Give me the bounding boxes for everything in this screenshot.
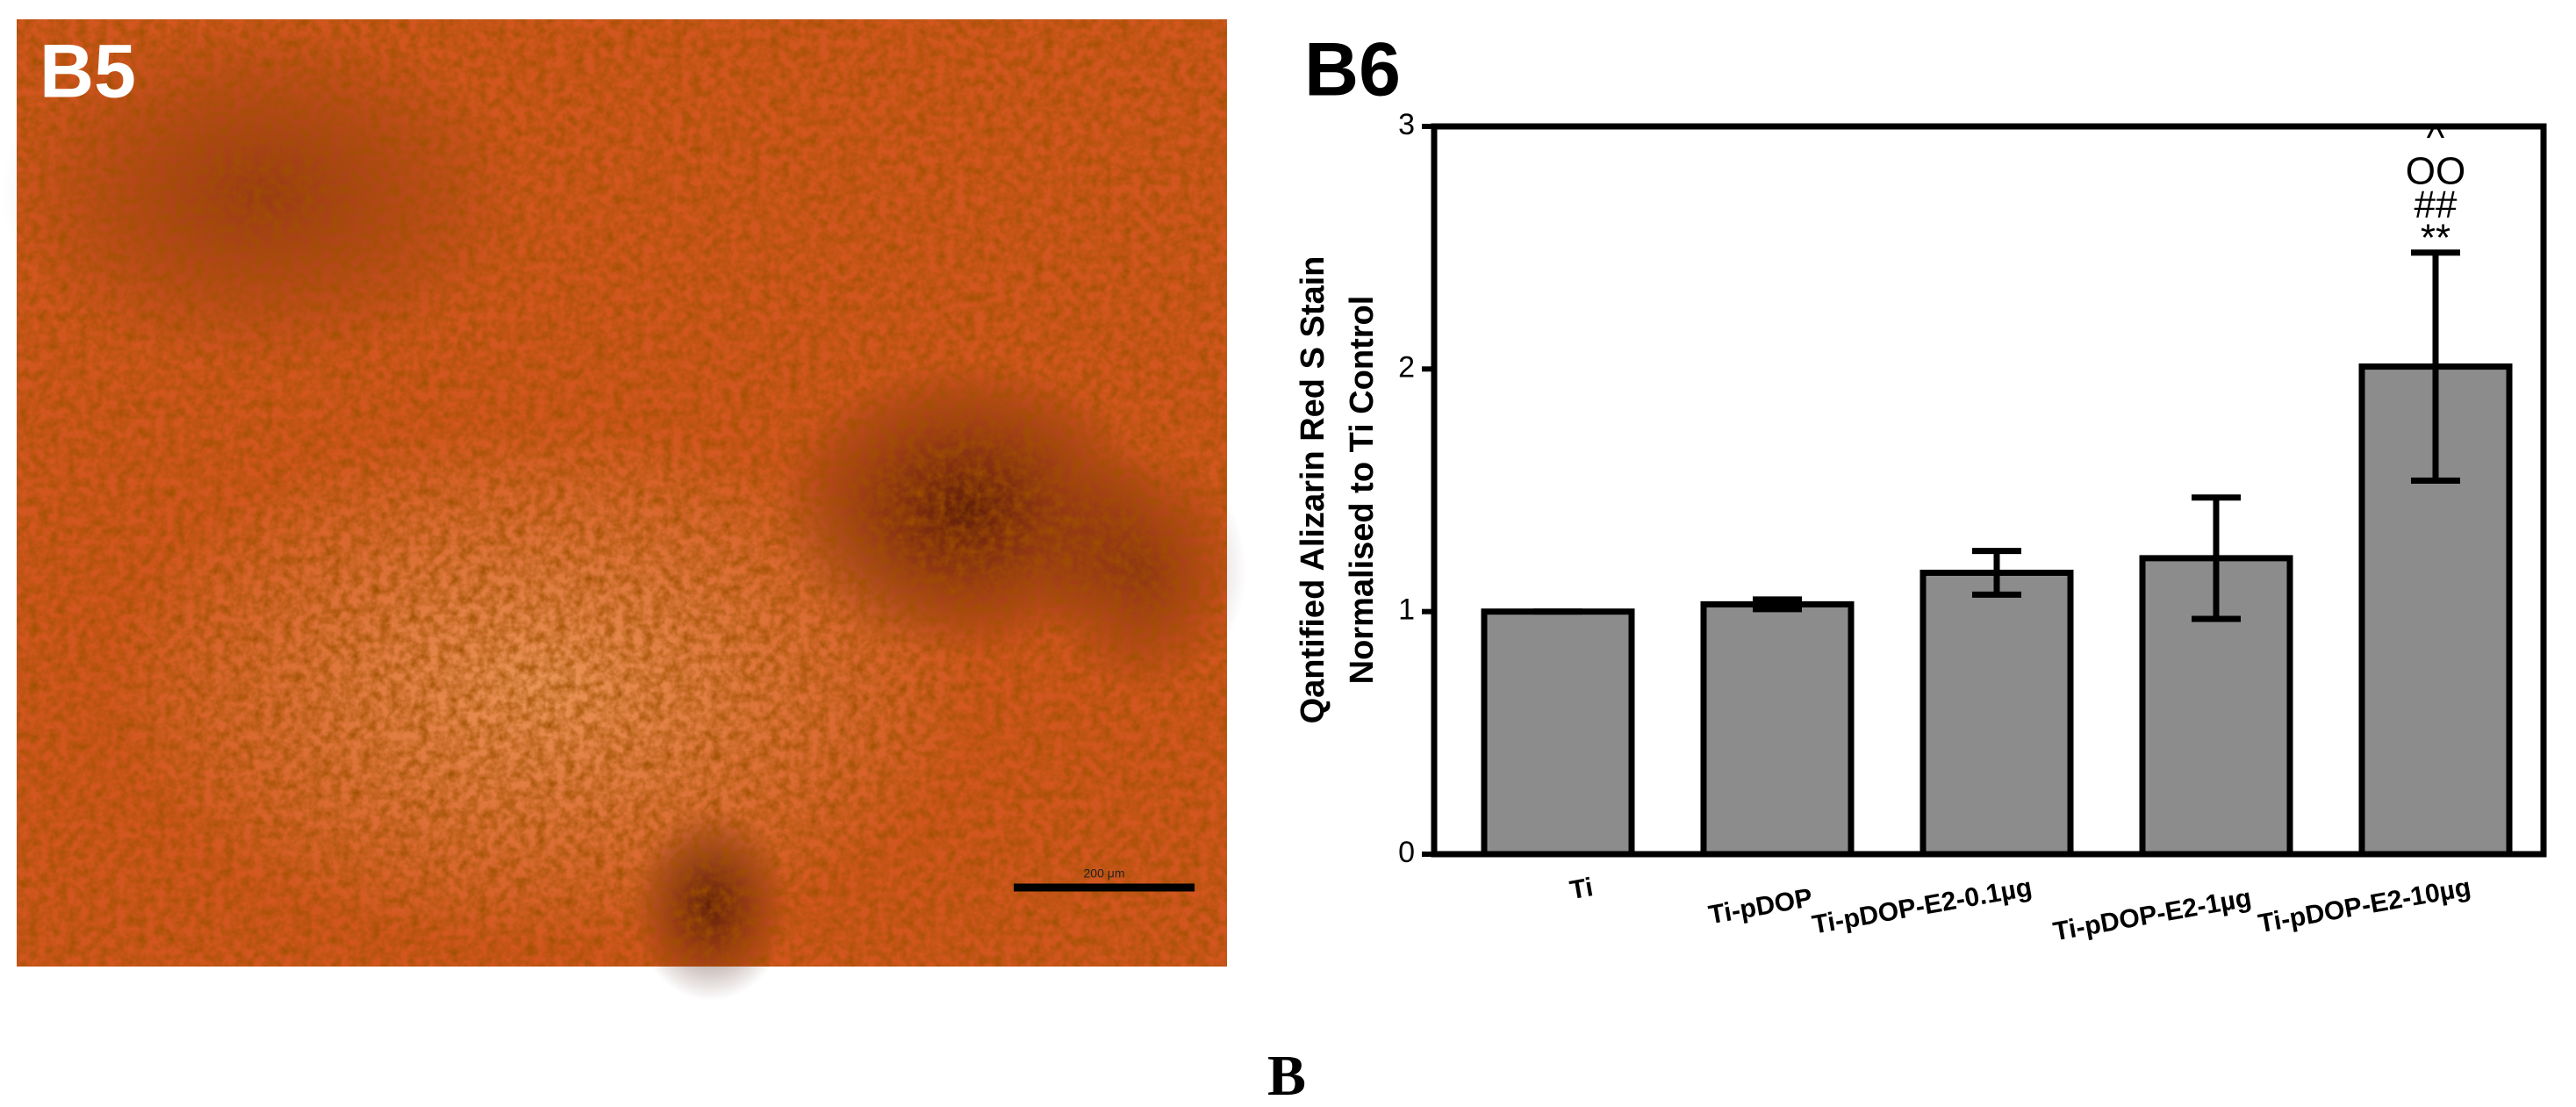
- bar: [1919, 569, 2074, 858]
- y-tick-label: 3: [1398, 108, 1415, 141]
- chart: Qantified Alizarin Red S Stain Normalised…: [1295, 108, 2547, 946]
- error-bar: [2411, 249, 2460, 484]
- y-tick-label: 1: [1398, 593, 1415, 627]
- y-tick-label: 0: [1398, 836, 1415, 869]
- annotation: OO: [2406, 149, 2465, 192]
- axes-frame: [1431, 123, 2547, 858]
- micrograph: 200 μm B5: [0, 18, 1246, 1001]
- error-bar: [2192, 494, 2241, 622]
- chart-title: B6: [1304, 28, 1401, 112]
- x-tick-label: Ti-pDOP: [1706, 883, 1814, 930]
- y-axis-label: Qantified Alizarin Red S Stain: [1295, 256, 1331, 724]
- panel-label: B5: [39, 30, 136, 114]
- annotation: **: [2421, 216, 2450, 259]
- annotation: ##: [2415, 183, 2458, 226]
- error-bar: [1972, 548, 2021, 598]
- x-tick-label: Ti-pDOP-E2-10µg: [2256, 873, 2472, 938]
- y-axis-label: Normalised to Ti Control: [1344, 296, 1381, 685]
- bar: [1481, 608, 1635, 858]
- x-tick-label: Ti: [1568, 873, 1595, 905]
- y-tick-label: 2: [1398, 350, 1415, 384]
- x-tick-label: Ti-pDOP-E2-0.1µg: [1810, 873, 2034, 940]
- error-bar: [1753, 596, 1802, 613]
- scale-bar-label: 200 μm: [1084, 866, 1125, 881]
- bar: [1700, 600, 1855, 858]
- x-tick-label: Ti-pDOP-E2-1µg: [2051, 883, 2254, 946]
- figure-label: B: [1267, 1044, 1306, 1107]
